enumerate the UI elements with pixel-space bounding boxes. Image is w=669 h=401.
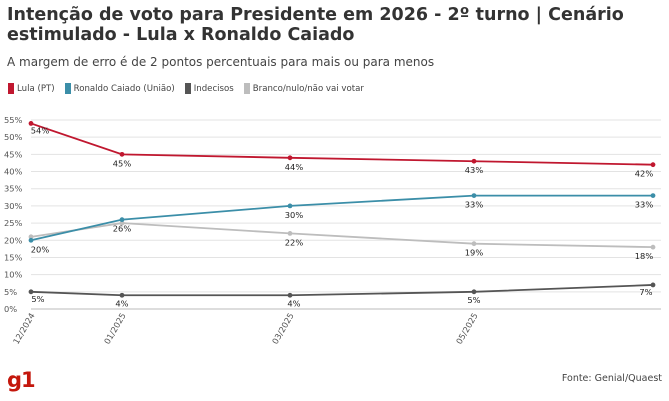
chart-subtitle: A margem de erro é de 2 pontos percentua… bbox=[7, 55, 435, 69]
x-tick-label: 05/2025 bbox=[454, 311, 480, 346]
data-point bbox=[471, 241, 477, 247]
data-point bbox=[287, 231, 293, 236]
data-point bbox=[28, 237, 34, 243]
data-label: 20% bbox=[31, 244, 50, 254]
data-point bbox=[119, 151, 125, 157]
data-point bbox=[650, 282, 656, 288]
x-tick-label: 03/2025 bbox=[270, 311, 296, 346]
data-point bbox=[28, 289, 34, 295]
data-label: 33% bbox=[465, 200, 484, 210]
y-tick-label: 55% bbox=[4, 115, 23, 125]
legend-swatch-caiado bbox=[64, 83, 71, 94]
data-point bbox=[119, 292, 125, 298]
legend-item-lula: Lula (PT) bbox=[8, 83, 55, 94]
y-tick-label: 45% bbox=[4, 149, 23, 159]
legend-label-lula: Lula (PT) bbox=[17, 83, 55, 94]
data-label: 26% bbox=[113, 224, 132, 234]
data-label: 42% bbox=[635, 169, 654, 179]
data-point bbox=[650, 193, 656, 198]
data-label: 19% bbox=[465, 248, 484, 258]
g1-logo: g1 bbox=[7, 368, 36, 392]
source-note: Fonte: Genial/Quaest bbox=[561, 373, 662, 384]
data-label: 4% bbox=[287, 298, 300, 308]
y-tick-label: 40% bbox=[4, 167, 23, 177]
data-point bbox=[287, 292, 293, 298]
data-point bbox=[287, 203, 293, 209]
y-tick-label: 50% bbox=[4, 132, 23, 142]
legend-label-indecisos: Indecisos bbox=[193, 83, 234, 94]
data-point bbox=[471, 158, 477, 164]
y-tick-label: 5% bbox=[4, 287, 17, 297]
data-point bbox=[28, 234, 34, 240]
data-label: 5% bbox=[467, 295, 480, 305]
chart-title: Intenção de voto para Presidente em 2026… bbox=[7, 5, 624, 45]
legend-swatch-lula bbox=[8, 83, 14, 94]
y-tick-label: 10% bbox=[4, 270, 23, 280]
data-point bbox=[119, 217, 125, 223]
y-tick-label: 35% bbox=[4, 184, 23, 194]
series-line-2 bbox=[30, 284, 654, 297]
y-tick-label: 0% bbox=[4, 304, 17, 314]
line-chart: 0% 5% 10% 15% 20% 25% 30% 35% 40% 45% 50% 55% 12/202… bbox=[4, 115, 661, 346]
data-label: 22% bbox=[285, 237, 304, 247]
data-point bbox=[287, 155, 293, 161]
legend-item-branco: Branco/nulo/não vai votar bbox=[243, 83, 364, 94]
x-tick-label: 01/2025 bbox=[102, 311, 128, 346]
data-label: 45% bbox=[113, 158, 132, 168]
x-tick-label: 12/2024 bbox=[11, 311, 37, 346]
data-point bbox=[471, 289, 477, 295]
legend-label-branco: Branco/nulo/não vai votar bbox=[252, 83, 364, 94]
data-label: 4% bbox=[115, 298, 128, 308]
data-label: 44% bbox=[285, 162, 304, 172]
data-label: 43% bbox=[465, 165, 484, 175]
data-point bbox=[28, 121, 34, 126]
y-tick-label: 30% bbox=[4, 201, 23, 211]
data-label: 18% bbox=[635, 251, 654, 261]
legend-label-caiado: Ronaldo Caiado (União) bbox=[73, 83, 175, 94]
data-label: 30% bbox=[285, 210, 304, 220]
data-point bbox=[650, 244, 656, 250]
data-label: 54% bbox=[31, 125, 50, 135]
y-tick-label: 25% bbox=[4, 218, 23, 228]
data-point bbox=[650, 162, 656, 168]
legend-item-indecisos: Indecisos bbox=[184, 83, 234, 94]
data-label: 5% bbox=[31, 294, 44, 304]
data-label: 7% bbox=[639, 287, 652, 297]
legend-swatch-indecisos bbox=[184, 83, 191, 94]
legend: Lula (PT) Ronaldo Caiado (União) Indecis… bbox=[8, 83, 364, 94]
y-tick-label: 15% bbox=[4, 252, 23, 262]
legend-swatch-branco bbox=[243, 83, 250, 94]
legend-item-caiado: Ronaldo Caiado (União) bbox=[64, 83, 175, 94]
data-label: 33% bbox=[635, 200, 654, 210]
y-tick-label: 20% bbox=[4, 235, 23, 245]
data-point bbox=[471, 193, 477, 198]
data-point bbox=[119, 220, 125, 226]
